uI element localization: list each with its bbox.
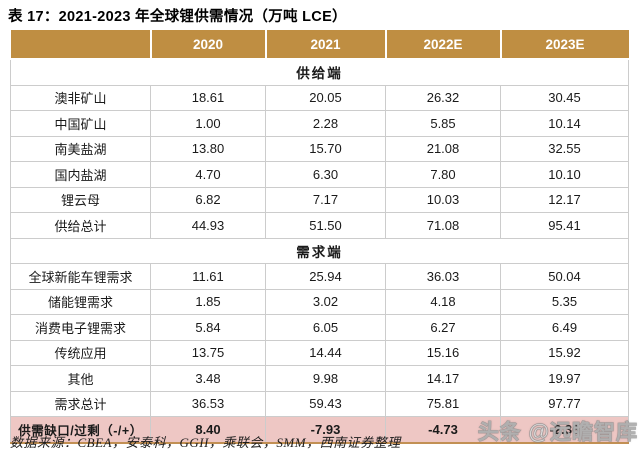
table-row: 锂云母 6.82 7.17 10.03 12.17: [10, 186, 629, 213]
value-cell: 10.10: [500, 161, 629, 188]
row-label: 锂云母: [10, 186, 151, 213]
table-row: 传统应用 13.75 14.44 15.16 15.92: [10, 339, 629, 366]
table-title: 表 17：2021-2023 年全球锂供需情况（万吨 LCE）: [8, 9, 347, 25]
row-label: 国内盐湖: [10, 161, 151, 188]
value-cell: 25.94: [265, 263, 386, 290]
header-cell-year: 2023E: [499, 30, 629, 60]
value-cell: 26.32: [385, 84, 501, 111]
header-cell-year: 2020: [149, 30, 266, 60]
value-cell: 6.30: [265, 161, 386, 188]
row-label: 中国矿山: [10, 110, 151, 137]
value-cell: 6.49: [500, 314, 629, 341]
row-label: 供给总计: [10, 212, 151, 239]
value-cell: 3.48: [150, 365, 266, 392]
value-cell: 10.03: [385, 186, 501, 213]
section-header-label: 需求端: [10, 237, 629, 264]
value-cell: 6.27: [385, 314, 501, 341]
value-cell: 9.98: [265, 365, 386, 392]
value-cell: 20.05: [265, 84, 386, 111]
value-cell: 32.55: [500, 135, 629, 162]
supply-demand-table: 2020 2021 2022E 2023E 供给端 澳非矿山 18.61 20.05 26.3…: [10, 30, 629, 444]
row-label: 其他: [10, 365, 151, 392]
value-cell: 44.93: [150, 212, 266, 239]
value-cell: 4.18: [385, 288, 501, 315]
value-cell: 50.04: [500, 263, 629, 290]
value-cell: 97.77: [500, 390, 629, 417]
table-row: 储能锂需求 1.85 3.02 4.18 5.35: [10, 288, 629, 315]
row-label: 消费电子锂需求: [10, 314, 151, 341]
table-row: 南美盐湖 13.80 15.70 21.08 32.55: [10, 135, 629, 162]
header-row: 2020 2021 2022E 2023E: [10, 30, 629, 60]
row-label: 全球新能车锂需求: [10, 263, 151, 290]
value-cell: 15.92: [500, 339, 629, 366]
row-label: 储能锂需求: [10, 288, 151, 315]
section-header-row: 需求端: [10, 237, 629, 264]
section-header-row: 供给端: [10, 58, 629, 86]
value-cell: 36.53: [150, 390, 266, 417]
table-row: 消费电子锂需求 5.84 6.05 6.27 6.49: [10, 314, 629, 341]
value-cell: 13.75: [150, 339, 266, 366]
value-cell: 75.81: [385, 390, 501, 417]
row-label: 澳非矿山: [10, 84, 151, 111]
value-cell: 14.44: [265, 339, 386, 366]
value-cell: 14.17: [385, 365, 501, 392]
header-cell-year: 2021: [264, 30, 386, 60]
value-cell: 5.85: [385, 110, 501, 137]
row-label: 南美盐湖: [10, 135, 151, 162]
summary-row: 供需缺口/过剩（-/+） 8.40 -7.93 -4.73 -2.36: [10, 416, 629, 444]
value-cell: 13.80: [150, 135, 266, 162]
value-cell: 5.84: [150, 314, 266, 341]
value-cell: 71.08: [385, 212, 501, 239]
value-cell: 6.82: [150, 186, 266, 213]
value-cell: 19.97: [500, 365, 629, 392]
value-cell: 7.17: [265, 186, 386, 213]
value-cell: 95.41: [500, 212, 629, 239]
section-header-label: 供给端: [10, 58, 629, 86]
value-cell: 2.28: [265, 110, 386, 137]
header-cell-year: 2022E: [384, 30, 501, 60]
value-cell: 1.00: [150, 110, 266, 137]
value-cell: 15.70: [265, 135, 386, 162]
summary-value-cell: -7.93: [265, 416, 386, 444]
value-cell: 6.05: [265, 314, 386, 341]
summary-value-cell: -4.73: [385, 416, 501, 444]
value-cell: 15.16: [385, 339, 501, 366]
table-row: 中国矿山 1.00 2.28 5.85 10.14: [10, 110, 629, 137]
value-cell: 36.03: [385, 263, 501, 290]
table-row: 全球新能车锂需求 11.61 25.94 36.03 50.04: [10, 263, 629, 290]
value-cell: 11.61: [150, 263, 266, 290]
table-row: 其他 3.48 9.98 14.17 19.97: [10, 365, 629, 392]
value-cell: 7.80: [385, 161, 501, 188]
value-cell: 18.61: [150, 84, 266, 111]
value-cell: 12.17: [500, 186, 629, 213]
value-cell: 3.02: [265, 288, 386, 315]
header-cell-blank: [10, 30, 151, 60]
row-label: 需求总计: [10, 390, 151, 417]
value-cell: 5.35: [500, 288, 629, 315]
summary-value-cell: -2.36: [500, 416, 629, 444]
table-row: 澳非矿山 18.61 20.05 26.32 30.45: [10, 84, 629, 111]
data-source-note: 数据来源：CBEA，安泰科，GGII，乘联会，SMM，西南证券整理: [10, 435, 401, 450]
table-row: 国内盐湖 4.70 6.30 7.80 10.10: [10, 161, 629, 188]
summary-row-label: 供需缺口/过剩（-/+）: [10, 416, 151, 444]
value-cell: 59.43: [265, 390, 386, 417]
value-cell: 10.14: [500, 110, 629, 137]
row-label: 传统应用: [10, 339, 151, 366]
value-cell: 1.85: [150, 288, 266, 315]
table-row: 需求总计 36.53 59.43 75.81 97.77: [10, 390, 629, 417]
value-cell: 30.45: [500, 84, 629, 111]
value-cell: 4.70: [150, 161, 266, 188]
value-cell: 51.50: [265, 212, 386, 239]
table-row: 供给总计 44.93 51.50 71.08 95.41: [10, 212, 629, 239]
value-cell: 21.08: [385, 135, 501, 162]
